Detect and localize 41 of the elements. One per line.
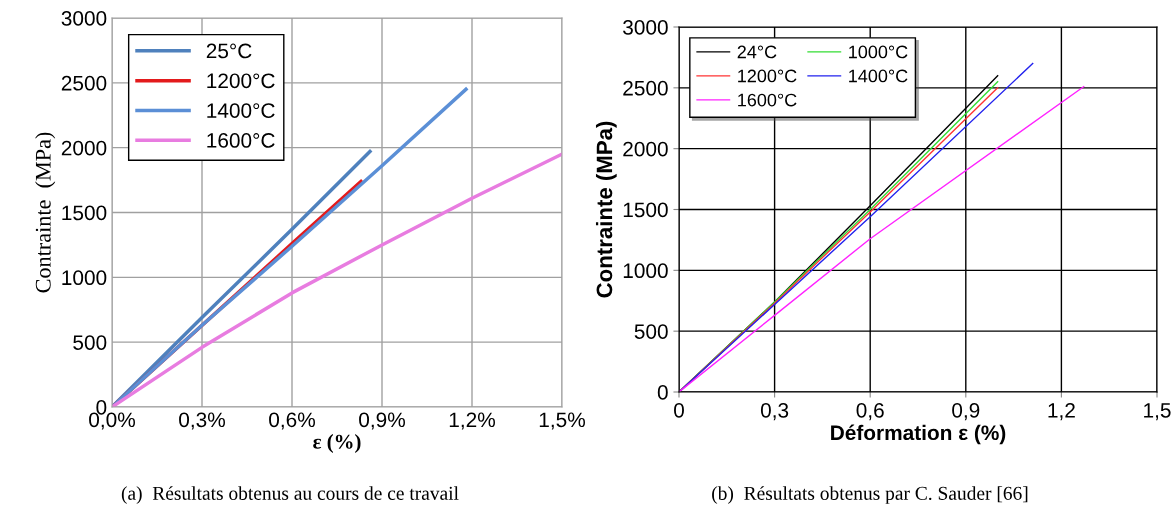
- x-tick-label: 0,6: [856, 402, 884, 421]
- legend-label: 1200°C: [207, 73, 275, 89]
- y-tick-label: 500: [73, 335, 107, 350]
- y-axis-title: Contrainte (MPa): [35, 132, 56, 293]
- legend-label: 25°C: [206, 43, 252, 59]
- x-tick-label: 0,6%: [269, 412, 315, 430]
- x-tick-label: 1,2%: [449, 412, 495, 430]
- legend-label: 1600°C: [738, 93, 797, 107]
- y-tick-label: 2500: [61, 75, 107, 91]
- legend-label: 1400°C: [849, 69, 908, 83]
- legend-label: 1000°C: [849, 45, 908, 59]
- x-tick-label: 1,2: [1048, 402, 1075, 421]
- x-axis-title: Déformation ε (%): [831, 424, 1006, 445]
- x-tick-label: 0,3%: [179, 412, 225, 430]
- legend-label: 1400°C: [207, 103, 275, 118]
- y-tick-label: 2000: [623, 141, 668, 157]
- y-tick-label: 1000: [623, 263, 668, 279]
- line-series: [112, 87, 468, 407]
- y-axis-title: Contrainte (MPa): [595, 121, 617, 298]
- y-tick-label: 3000: [623, 20, 668, 35]
- x-tick-label: 0: [674, 402, 684, 418]
- legend-label: 24°C: [737, 45, 777, 59]
- y-tick-label: 2000: [61, 140, 107, 156]
- x-tick-label: 1,5: [1144, 403, 1171, 421]
- y-tick-label: 0: [657, 385, 668, 400]
- legend-label: 1600°C: [207, 133, 275, 148]
- y-tick-label: 3000: [61, 11, 107, 26]
- y-tick-label: 1500: [62, 205, 107, 221]
- x-tick-label: 0,9: [952, 402, 980, 421]
- legend-label: 1200°C: [738, 69, 797, 83]
- y-tick-label: 1500: [623, 202, 668, 218]
- y-tick-label: 500: [634, 324, 668, 339]
- y-tick-label: 2500: [623, 80, 668, 96]
- text: (a) Résultats obtenus au cours de ce travail: [121, 486, 459, 504]
- y-tick-label: 1000: [62, 270, 107, 286]
- text: (b) Résultats obtenus par C. Sauder [66]: [712, 486, 1028, 504]
- x-tick-label: 0,3: [760, 402, 789, 421]
- line-series: [679, 85, 1085, 392]
- x-axis-title: ε (%): [313, 434, 361, 453]
- x-tick-label: 1,5%: [539, 412, 585, 430]
- x-tick-label: 0,9%: [359, 412, 405, 430]
